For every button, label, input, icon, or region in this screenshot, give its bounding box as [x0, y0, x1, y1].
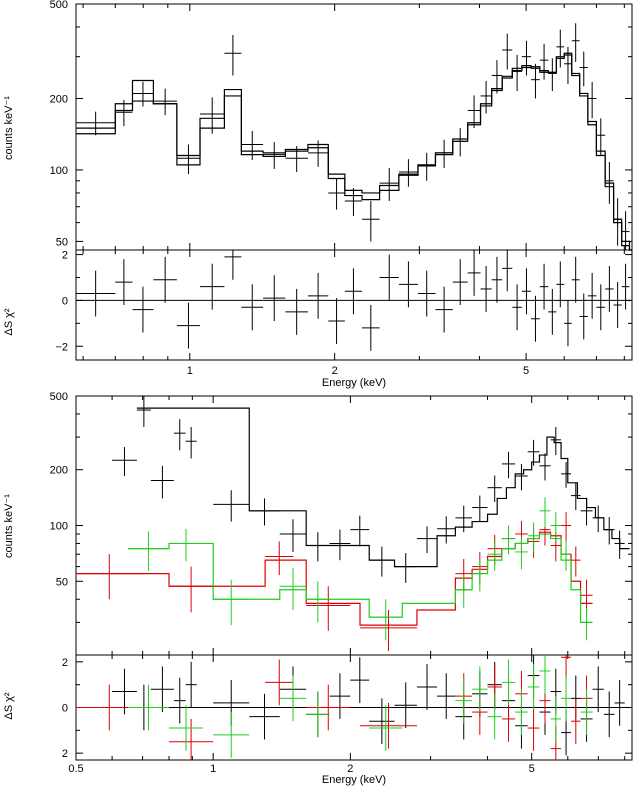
y-tick-label: 100	[50, 521, 68, 533]
x-tick-label: 1	[187, 365, 193, 377]
resid-tick-label: 2	[62, 250, 68, 262]
x-tick-label: 5	[523, 365, 529, 377]
main-plot-frame	[75, 395, 633, 656]
y-axis-label: counts keV⁻¹	[3, 96, 15, 160]
y-tick-label: 500	[50, 391, 68, 403]
y-tick-label: 200	[50, 465, 68, 477]
y-tick-label: 500	[50, 0, 68, 11]
x-tick-label: 5	[529, 763, 535, 775]
y-tick-label: 50	[56, 236, 68, 248]
x-axis-label: Energy (keV)	[322, 774, 386, 786]
y-axis-label: counts keV⁻¹	[3, 494, 15, 558]
residual-plot-frame	[75, 249, 633, 361]
panel-top: 1 2 5 50 100 200 500 2 0 −2 Energy (keV) counts keV…	[3, 0, 633, 389]
resid-tick-label: 0	[62, 295, 68, 307]
y-tick-label: 100	[50, 165, 68, 177]
y-tick-label: 50	[56, 576, 68, 588]
x-tick-label: 2	[332, 365, 338, 377]
x-tick-label: 1	[210, 763, 216, 775]
model-curve	[76, 54, 632, 251]
x-tick-label: 2	[347, 763, 353, 775]
model-curve	[76, 52, 632, 251]
resid-tick-label: 0	[62, 703, 68, 715]
resid-tick-label: 2	[62, 657, 68, 669]
residual-axis-label: ΔS χ²	[3, 308, 15, 336]
y-tick-label: 200	[50, 93, 68, 105]
residual-axis-label: ΔS χ²	[3, 692, 15, 720]
x-axis-label: Energy (keV)	[322, 377, 386, 389]
main-plot-frame	[75, 3, 633, 251]
resid-tick-label: 2	[62, 748, 68, 760]
x-tick-label: 0.5	[68, 763, 83, 775]
resid-tick-label: −2	[55, 341, 68, 353]
